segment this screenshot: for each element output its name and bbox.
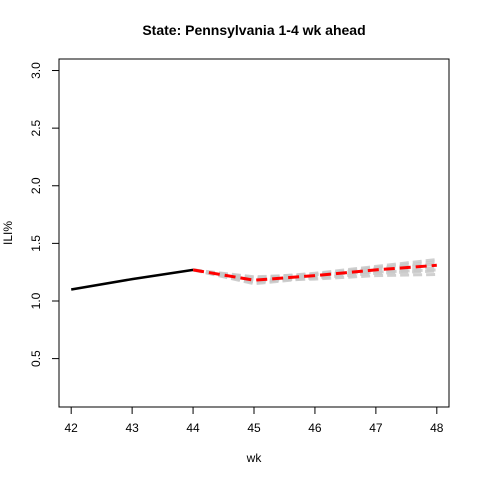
x-tick-label: 46 (308, 421, 322, 435)
x-tick-label: 44 (186, 421, 200, 435)
x-tick-label: 42 (65, 421, 79, 435)
y-tick-label: 0.5 (29, 350, 43, 367)
y-tick-label: 2.5 (29, 119, 43, 136)
y-tick-label: 3.0 (29, 62, 43, 79)
x-tick-label: 48 (430, 421, 444, 435)
forecast-mean-line (192, 263, 437, 282)
x-tick-label: 45 (247, 421, 261, 435)
plot-area-frame (58, 58, 450, 408)
observed-line (70, 268, 194, 291)
y-axis-label: ILI% (1, 221, 15, 245)
chart-title: State: Pennsylvania 1-4 wk ahead (142, 22, 365, 38)
y-tick-label: 1.0 (29, 292, 43, 309)
y-tick-label: 2.0 (29, 177, 43, 194)
x-tick-label: 43 (125, 421, 139, 435)
x-axis-label: wk (246, 451, 263, 465)
x-tick-label: 47 (369, 421, 383, 435)
y-tick-label: 1.5 (29, 235, 43, 252)
